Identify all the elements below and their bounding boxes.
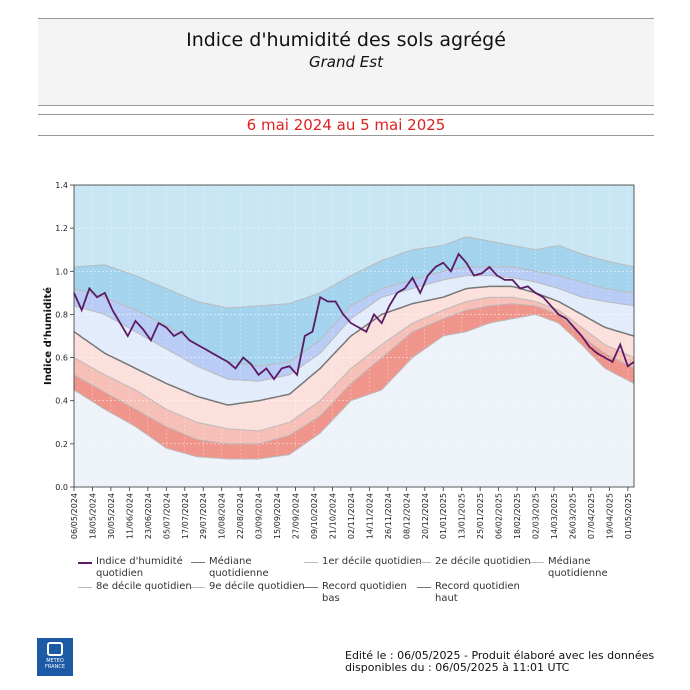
y-tick-label: 1.4 [55, 181, 68, 190]
legend-label: Record quotidien haut [435, 581, 520, 604]
footer-line-2: disponibles du : 06/05/2025 à 11:01 UTC [345, 661, 570, 674]
x-tick-label: 09/10/2024 [310, 493, 319, 539]
series-line-2nd-decile [73, 296, 635, 432]
x-tick-label: 07/04/2025 [587, 493, 596, 539]
logo-text-1: METEO [46, 658, 64, 664]
legend-swatch [191, 562, 205, 563]
x-tick-label: 25/01/2025 [476, 493, 485, 539]
chart-title: Indice d'humidité des sols agrégé [186, 29, 506, 51]
legend-item: 2e décile quotidien [417, 556, 535, 568]
chart-subtitle: Grand Est [309, 53, 383, 71]
band-record-high-9th [74, 237, 634, 367]
y-tick-label: 1.2 [55, 224, 68, 233]
x-tick-label: 08/12/2024 [402, 493, 411, 539]
legend-label: 9e décile quotidien [209, 581, 305, 592]
logo-mark-icon [47, 642, 63, 656]
x-tick-label: 05/07/2024 [162, 493, 171, 539]
x-tick-label: 17/07/2024 [181, 493, 190, 539]
x-tick-label: 19/04/2025 [605, 493, 614, 539]
y-tick-label: 0.0 [55, 483, 68, 492]
y-tick-label: 0.4 [55, 397, 68, 406]
x-tick-label: 03/09/2024 [255, 493, 264, 539]
x-tick-label: 20/12/2024 [421, 493, 430, 539]
x-tick-label: 27/09/2024 [292, 493, 301, 539]
legend-swatch [78, 587, 92, 588]
x-tick-label: 06/05/2024 [70, 493, 79, 539]
x-tick-label: 18/02/2025 [513, 493, 522, 539]
series-line-record-low [73, 313, 635, 460]
legend-swatch [417, 587, 431, 588]
y-tick-label: 0.2 [55, 440, 68, 449]
x-tick-label: 01/01/2025 [439, 493, 448, 539]
legend-swatch [78, 562, 92, 564]
legend-label: 8e décile quotidien [96, 581, 192, 592]
band-median-2nd [74, 286, 634, 431]
legend-item: 1er décile quotidien [304, 556, 422, 568]
legend-label: Indice d'humidité quotidien [96, 556, 183, 579]
legend-swatch [417, 562, 431, 563]
x-tick-label: 26/11/2024 [384, 493, 393, 539]
series-line-humidity-index [73, 252, 635, 381]
legend-label: 1er décile quotidien [322, 556, 422, 567]
y-tick-label: 0.8 [55, 310, 68, 319]
meteo-france-logo: METEO FRANCE [37, 638, 73, 676]
x-tick-label: 15/09/2024 [273, 493, 282, 539]
legend-item: Record quotidien haut [417, 581, 535, 605]
legend-item: 8e décile quotidien [78, 581, 196, 593]
period-panel: 6 mai 2024 au 5 mai 2025 [38, 114, 654, 136]
logo-text-2: FRANCE [45, 664, 65, 670]
x-tick-label: 18/05/2024 [88, 493, 97, 539]
x-tick-label: 26/03/2025 [568, 493, 577, 539]
x-tick-label: 22/08/2024 [236, 493, 245, 539]
x-tick-label: 23/06/2024 [144, 493, 153, 539]
x-tick-label: 02/03/2025 [532, 493, 541, 539]
x-tick-label: 14/11/2024 [365, 493, 374, 539]
x-tick-label: 30/05/2024 [107, 493, 116, 539]
legend-item: Médiane quotidienne [530, 556, 648, 580]
x-tick-label: 01/05/2025 [624, 493, 633, 539]
x-tick-label: 13/01/2025 [458, 493, 467, 539]
footer-note: Edité le : 06/05/2025 - Produit élaboré … [345, 650, 654, 674]
plot-frame [73, 184, 635, 488]
y-tick-label: 1.0 [55, 267, 68, 276]
legend-swatch [191, 587, 205, 588]
legend-swatch [304, 562, 318, 563]
x-tick-label: 14/03/2025 [550, 493, 559, 539]
period-label: 6 mai 2024 au 5 mai 2025 [246, 116, 446, 134]
legend-item: Indice d'humidité quotidien [78, 556, 196, 580]
legend-item: Record quotidien bas [304, 581, 422, 605]
series-line-9th-decile [73, 266, 635, 367]
series-line-1st-decile [73, 303, 635, 445]
legend-swatch [530, 562, 544, 563]
y-axis-label: Indice d'humidité [42, 287, 54, 385]
band-2nd-1st [74, 297, 634, 444]
footer-line-1: Edité le : 06/05/2025 - Produit élaboré … [345, 649, 655, 662]
legend-item: Médiane quotidienne [191, 556, 309, 580]
x-tick-label: 02/11/2024 [347, 493, 356, 539]
x-tick-label: 21/10/2024 [328, 493, 337, 539]
title-panel: Indice d'humidité des sols agrégé Grand … [38, 18, 654, 106]
x-tick-label: 10/08/2024 [218, 493, 227, 539]
series-line-record-high [73, 236, 635, 309]
legend-label: Record quotidien bas [322, 581, 407, 604]
legend-label: Médiane quotidienne [548, 556, 608, 579]
x-tick-label: 29/07/2024 [199, 493, 208, 539]
y-tick-label: 0.6 [55, 354, 68, 363]
band-above-record-high [74, 185, 634, 308]
legend-item: 9e décile quotidien [191, 581, 309, 593]
legend-label: Médiane quotidienne [209, 556, 269, 579]
legend-swatch [304, 587, 318, 588]
legend-label: 2e décile quotidien [435, 556, 531, 567]
x-tick-label: 11/06/2024 [125, 493, 134, 539]
x-tick-label: 06/02/2025 [495, 493, 504, 539]
series-line-8th-decile [73, 275, 635, 382]
